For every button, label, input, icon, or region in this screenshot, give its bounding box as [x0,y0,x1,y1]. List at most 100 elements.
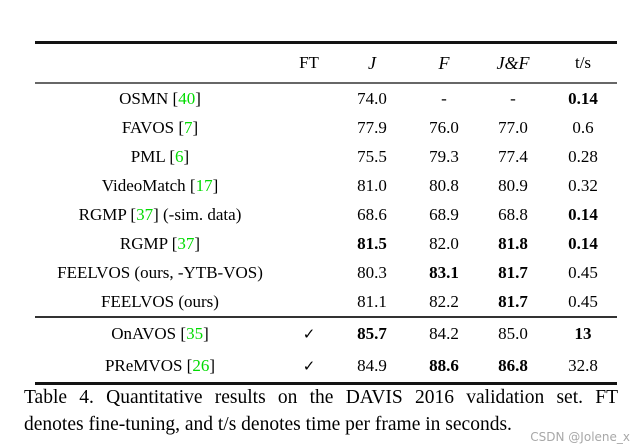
header-jf-metric: J&F [496,52,530,73]
ts-value: 0.32 [568,175,598,195]
ts-value: 0.14 [568,88,598,108]
citation-link[interactable]: 37 [177,233,195,253]
j-value: 84.9 [357,356,387,375]
j-value: 75.5 [357,146,387,166]
f-value: - [441,88,447,108]
method-text: ] [183,146,190,166]
method-text: OnAVOS [ [111,324,187,343]
table-top-rule [35,41,617,44]
table-row: FEELVOS (ours) 81.1 82.2 81.7 0.45 [35,287,617,316]
csdn-watermark: CSDN @Jolene_x [530,430,630,444]
ts-value: 13 [574,324,592,343]
jf-value: 80.9 [498,175,528,195]
method-text: RGMP [ [78,204,137,224]
jf-value: 81.8 [498,233,528,253]
f-value: 84.2 [429,324,459,343]
method-label: OnAVOS [35] [35,324,285,344]
method-text: FEELVOS (ours) [101,291,219,311]
table-group-separator-rule [35,316,617,318]
j-value: 68.6 [357,204,387,224]
method-text: ] (-sim. data) [153,204,242,224]
citation-link[interactable]: 35 [186,324,204,343]
j-value: 81.5 [357,233,387,253]
ts-value: 32.8 [568,356,598,375]
jf-value: 77.0 [498,117,528,137]
table-row: PReMVOS [26] ✓ 84.9 88.6 86.8 32.8 [35,350,617,382]
j-value: 77.9 [357,117,387,137]
citation-link[interactable]: 17 [195,175,213,195]
jf-value: 81.7 [498,291,528,311]
ts-value: 0.45 [568,291,598,311]
f-value: 82.0 [429,233,459,253]
method-text: ] [203,324,209,343]
jf-value: 86.8 [498,356,528,375]
j-value: 85.7 [357,324,387,343]
table-bottom-rule [35,382,617,385]
header-ft: FT [299,53,319,72]
j-value: 80.3 [357,262,387,282]
ft-checkmark: ✓ [302,325,316,343]
header-f-metric: F [438,52,450,73]
citation-link[interactable]: 6 [175,146,184,166]
method-text: RGMP [ [119,233,178,253]
method-label: PML [6] [35,147,285,167]
method-label: PReMVOS [26] [35,356,285,376]
method-text: FEELVOS (ours, -YTB-VOS) [57,262,263,282]
table-row: FAVOS [7] 77.9 76.0 77.0 0.6 [35,113,617,142]
jf-value: 68.8 [498,204,528,224]
method-label: FEELVOS (ours, -YTB-VOS) [35,263,285,283]
method-text: OSMN [ [119,88,179,108]
method-label: RGMP [37] [35,234,285,254]
f-value: 83.1 [429,262,459,282]
method-text: ] [195,88,201,108]
citation-link[interactable]: 37 [136,204,154,224]
table-row: RGMP [37] (-sim. data) 68.6 68.9 68.8 0.… [35,200,617,229]
table-row: PML [6] 75.5 79.3 77.4 0.28 [35,142,617,171]
header-j-metric: J [368,52,376,73]
citation-link[interactable]: 40 [178,88,196,108]
f-value: 88.6 [429,356,459,375]
table-row: OnAVOS [35] ✓ 85.7 84.2 85.0 13 [35,318,617,350]
ts-value: 0.28 [568,146,598,166]
method-text: ] [194,233,201,253]
method-label: RGMP [37] (-sim. data) [35,205,285,225]
caption-line-1: Table 4. Quantitative results on the DAV… [24,387,618,408]
ts-value: 0.14 [568,204,598,224]
f-value: 68.9 [429,204,459,224]
method-label: FEELVOS (ours) [35,292,285,312]
f-value: 79.3 [429,146,459,166]
method-label: OSMN [40] [35,89,285,109]
j-value: 81.0 [357,175,387,195]
header-time-per-second: t/s [574,53,592,72]
table-row: RGMP [37] 81.5 82.0 81.8 0.14 [35,229,617,258]
f-value: 76.0 [429,117,459,137]
method-label: FAVOS [7] [35,118,285,138]
table-header-rule [35,82,617,84]
jf-value: 77.4 [498,146,528,166]
ft-checkmark: ✓ [302,357,316,375]
table-header-row: FT J F J&F t/s [35,44,617,82]
citation-link[interactable]: 26 [192,356,210,375]
citation-link[interactable]: 7 [184,117,193,137]
ts-value: 0.6 [572,117,594,137]
ts-value: 0.45 [568,262,598,282]
method-text: VideoMatch [ [101,175,196,195]
method-text: PReMVOS [ [104,356,193,375]
jf-value: 81.7 [498,262,528,282]
method-text: ] [192,117,199,137]
method-text: PML [ [130,146,176,166]
jf-value: 85.0 [498,324,528,343]
results-table: FT J F J&F t/s OSMN [40] 74.0 - - 0.14 F… [35,41,617,385]
j-value: 81.1 [357,291,387,311]
j-value: 74.0 [357,88,387,108]
table-row: FEELVOS (ours, -YTB-VOS) 80.3 83.1 81.7 … [35,258,617,287]
method-text: FAVOS [ [121,117,185,137]
f-value: 80.8 [429,175,459,195]
table-row: OSMN [40] 74.0 - - 0.14 [35,84,617,113]
ts-value: 0.14 [568,233,598,253]
jf-value: - [510,88,516,108]
method-label: VideoMatch [17] [35,176,285,196]
caption-line-2: denotes fine-tuning, and t/s denotes tim… [24,414,512,435]
f-value: 82.2 [429,291,459,311]
